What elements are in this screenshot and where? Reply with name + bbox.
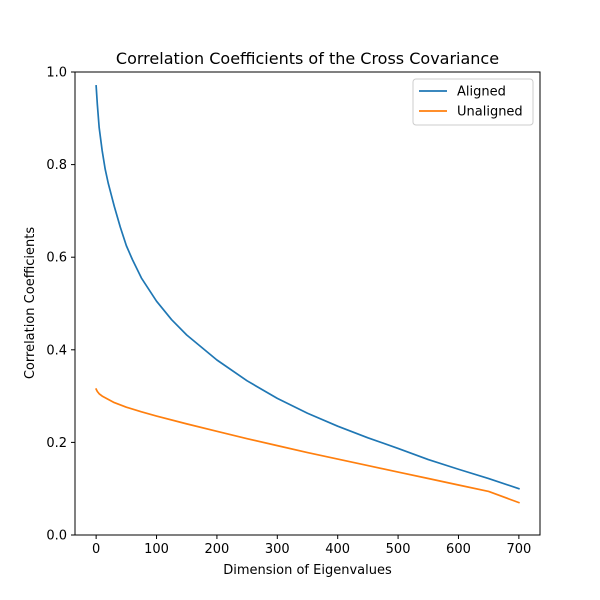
series-line-aligned bbox=[95, 84, 520, 490]
x-tick-label: 0 bbox=[92, 542, 100, 557]
series-line-unaligned bbox=[94, 388, 520, 504]
x-tick-label: 200 bbox=[205, 542, 230, 557]
plot-area bbox=[74, 71, 541, 536]
x-tick-label: 100 bbox=[144, 542, 169, 557]
y-tick-label: 0.0 bbox=[46, 529, 67, 544]
x-tick-label: 700 bbox=[506, 542, 531, 557]
y-axis-label: Correlation Coefficients bbox=[23, 227, 38, 380]
y-tick-label: 0.6 bbox=[46, 251, 67, 266]
plot-frame bbox=[74, 71, 541, 536]
x-axis: 0 100 200 300 400 500 600 700 bbox=[92, 535, 531, 557]
y-axis: 0.0 0.2 0.4 0.6 0.8 1.0 bbox=[46, 66, 75, 544]
legend-label-unaligned: Unaligned bbox=[457, 105, 523, 120]
y-tick-label: 0.8 bbox=[46, 158, 67, 173]
y-tick-label: 1.0 bbox=[46, 66, 67, 81]
x-tick-label: 300 bbox=[265, 542, 290, 557]
y-tick-label: 0.4 bbox=[46, 343, 67, 358]
x-tick-label: 500 bbox=[386, 542, 411, 557]
chart-title: Correlation Coefficients of the Cross Co… bbox=[116, 49, 499, 68]
x-tick-label: 400 bbox=[325, 542, 350, 557]
x-tick-label: 600 bbox=[446, 542, 471, 557]
y-tick-label: 0.2 bbox=[46, 436, 67, 451]
x-axis-label: Dimension of Eigenvalues bbox=[223, 563, 392, 578]
legend-label-aligned: Aligned bbox=[457, 85, 506, 100]
legend: Aligned Unaligned bbox=[412, 78, 534, 126]
